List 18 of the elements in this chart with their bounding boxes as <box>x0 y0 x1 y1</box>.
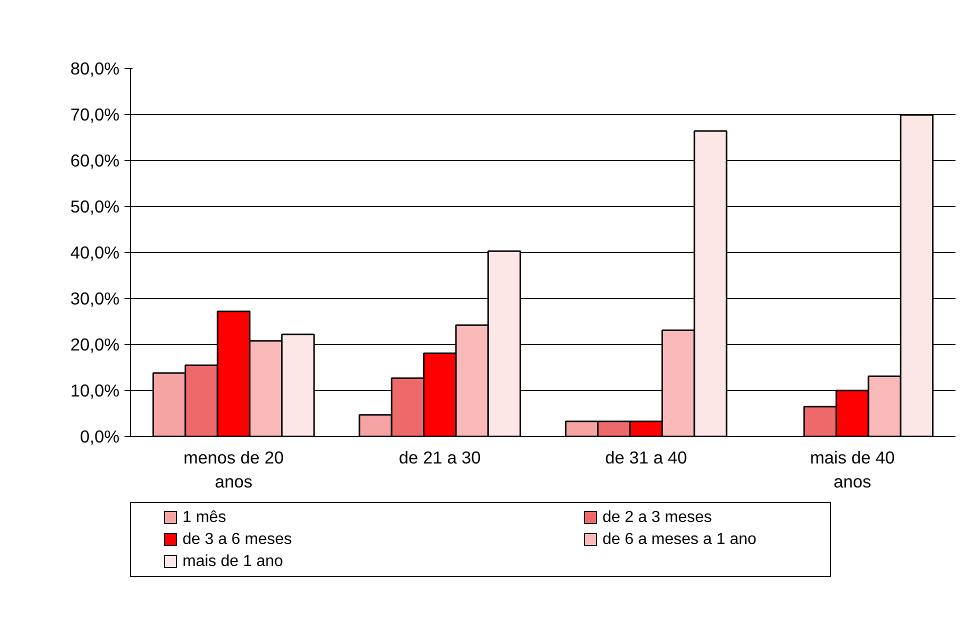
legend-label: de 3 a 6 meses <box>182 531 292 548</box>
y-tick-label: 60,0% <box>70 150 120 170</box>
y-tick-label: 30,0% <box>70 288 120 308</box>
x-tick-label: menos de 20 anos <box>184 448 284 492</box>
x-tick-label: de 31 a 40 <box>605 448 688 468</box>
legend-label: de 2 a 3 meses <box>602 509 712 526</box>
legend-label: mais de 1 ano <box>182 553 284 570</box>
y-tick-label: 0,0% <box>80 426 120 446</box>
y-tick-label: 20,0% <box>70 334 120 354</box>
x-tick-label: mais de 40 anos <box>810 448 895 492</box>
y-tick-label: 70,0% <box>70 104 120 124</box>
y-tick-label: 40,0% <box>70 242 120 262</box>
y-tick-label: 10,0% <box>70 380 120 400</box>
legend-label: 1 mês <box>182 509 226 526</box>
legend-label: de 6 a meses a 1 ano <box>602 531 756 548</box>
x-tick-label: de 21 a 30 <box>398 448 481 468</box>
y-tick-label: 50,0% <box>70 196 120 216</box>
y-tick-label: 80,0% <box>70 58 120 78</box>
